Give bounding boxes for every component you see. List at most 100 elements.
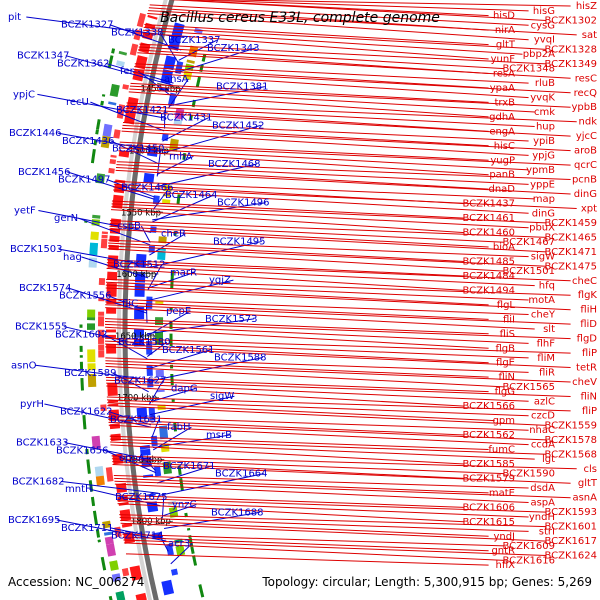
right-gene-label: ndk [579, 117, 598, 128]
left-gene-label: BCZK1574 [19, 283, 72, 294]
left-gene-label: marR [170, 267, 197, 278]
right-label-leaders [104, 0, 577, 566]
position-tick-label: 1600 kbp [116, 270, 156, 280]
right-gene-label: flgB [495, 343, 515, 354]
position-tick-label: 1450 kbp [140, 85, 180, 95]
right-leader-line [123, 542, 505, 561]
feature-block-6 [126, 96, 139, 111]
feature-block-98 [170, 568, 179, 576]
left-gene-label: BCZK1561 [162, 345, 215, 356]
left-gene-label: BCZK1714 [111, 531, 164, 542]
feature-block-103 [102, 123, 113, 137]
left-leader-line [64, 442, 155, 461]
right-gene-label: dnaD [488, 184, 515, 195]
right-gene-label: rluB [535, 78, 555, 89]
feature-block-174 [92, 510, 99, 526]
feature-block-168 [80, 378, 84, 391]
right-leader-line [111, 458, 505, 475]
right-gene-label: cls [584, 464, 598, 475]
feature-block-148 [159, 425, 169, 440]
right-gene-label: gltT [496, 40, 516, 51]
right-leader-line [114, 480, 571, 499]
feature-block-204 [192, 555, 198, 566]
feature-block-177 [100, 556, 107, 571]
feature-block-171 [86, 459, 91, 474]
left-gene-label: BCZK1446 [9, 128, 62, 139]
right-leader-line [107, 248, 505, 272]
right-gene-label: pbuX [529, 223, 555, 234]
left-gene-label: sigW [210, 391, 234, 402]
right-leader-line [169, 0, 547, 21]
right-gene-label: yugP [490, 155, 515, 166]
right-leader-line [120, 522, 547, 542]
right-leader-line [134, 66, 489, 89]
right-leader-line [108, 416, 529, 431]
right-gene-label: BCZK1459 [544, 218, 597, 229]
feature-block-182 [195, 76, 201, 88]
right-gene-label: fliD [580, 319, 597, 330]
right-gene-label: BCZK1601 [544, 522, 597, 533]
right-leader-line [105, 360, 489, 378]
right-leader-line [108, 424, 529, 446]
right-leader-line [115, 166, 489, 190]
feature-block-83 [161, 579, 175, 596]
right-leader-line [105, 340, 529, 359]
right-gene-label: fliP [582, 348, 597, 359]
left-gene-label: BCZK1327 [61, 20, 114, 31]
right-gene-label: cheV [572, 377, 597, 388]
left-leader-line [170, 542, 193, 565]
feature-block-121 [103, 531, 113, 536]
right-leader-line [138, 46, 505, 70]
right-leader-line [134, 63, 529, 84]
right-gene-label: flgK [578, 290, 598, 301]
right-leader-line [109, 435, 489, 450]
right-gene-label: ypbB [572, 102, 598, 113]
right-leader-line [109, 225, 489, 248]
position-tick-label: 1700 kbp [117, 394, 157, 404]
left-gene-label: yetF [14, 205, 36, 216]
right-gene-label: resC [575, 73, 597, 84]
right-leader-line [109, 222, 505, 243]
right-leader-line [107, 405, 547, 426]
feature-block-12 [110, 218, 122, 228]
feature-block-27 [108, 409, 120, 422]
right-leader-line [108, 242, 465, 262]
right-gene-label: BCZK1590 [502, 469, 555, 480]
feature-block-116 [87, 373, 97, 388]
feature-block-156 [107, 55, 114, 69]
right-gene-label: fliM [537, 353, 555, 364]
right-leader-line [114, 477, 489, 494]
left-leader-line [147, 264, 163, 291]
right-leader-line [105, 287, 571, 311]
accession-text: Accession: NC_006274 [8, 575, 144, 589]
left-leader-line [90, 101, 165, 132]
position-tick-mark [157, 82, 183, 90]
right-gene-label: pcnB [572, 175, 597, 186]
left-gene-label: ansA [164, 74, 189, 85]
right-gene-label: map [533, 194, 555, 205]
feature-block-87 [152, 195, 160, 205]
position-tick-mark [137, 209, 164, 213]
left-gene-label: msrB [206, 430, 232, 441]
right-gene-label: BCZK1475 [544, 261, 597, 272]
left-gene-label: acr3 [168, 538, 190, 549]
left-gene-label: BCZK1555 [15, 322, 68, 333]
feature-block-176 [97, 539, 101, 543]
left-leader-line [104, 449, 156, 474]
right-gene-label: sat [582, 30, 597, 41]
left-gene-label: BCZK1362 [57, 58, 110, 69]
left-gene-label: BCZK1464 [165, 190, 218, 201]
left-gene-label: BCZK1512 [113, 260, 166, 271]
left-gene-label: BCZK1436 [62, 136, 115, 147]
right-leader-line [125, 553, 489, 566]
right-leader-line [114, 180, 535, 200]
right-gene-label: azlC [534, 396, 555, 407]
left-leader-line [81, 256, 149, 279]
right-leader-line [105, 284, 489, 306]
right-gene-label: resA [493, 68, 515, 79]
feature-block-42 [122, 84, 130, 90]
feature-block-3 [138, 42, 151, 54]
right-gene-label: aspA [530, 498, 555, 509]
right-leader-line [114, 483, 529, 504]
left-gene-label: BCZK1633 [16, 438, 69, 449]
